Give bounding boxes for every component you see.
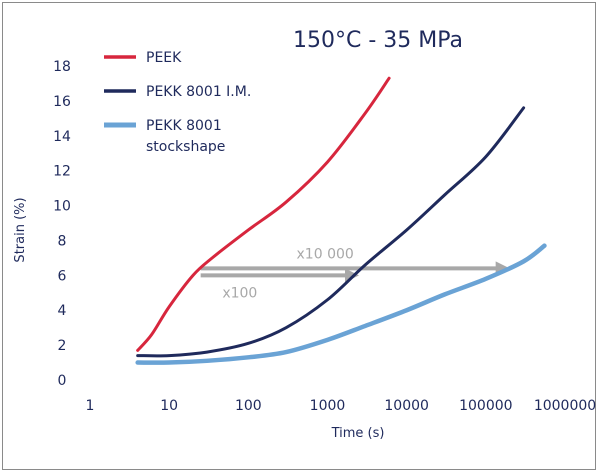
annotation-label: x10 000 [297,246,354,262]
x-tick-labels: 1 10 100 1000 10000 100000 1000000 [86,398,597,414]
x-tick-label: 100000 [459,398,512,414]
y-tick-label: 12 [53,164,71,180]
y-tick-label: 16 [53,94,71,110]
series-lines [135,76,547,365]
x-tick-label: 100 [235,398,262,414]
legend-label: PEEK [146,50,182,66]
legend-label: PEKK 8001 [146,118,222,134]
annotation-arrows: x10 000 x100 [200,246,510,301]
annotation-label: x100 [222,285,257,301]
y-tick-label: 2 [58,338,67,354]
y-tick-label: 0 [58,373,67,389]
x-tick-label: 1 [86,398,95,414]
y-tick-label: 18 [53,59,71,75]
y-tick-label: 4 [58,303,67,319]
legend-label: PEKK 8001 I.M. [146,84,251,100]
series-line [136,106,526,358]
x-tick-label: 1000000 [534,398,596,414]
series-line [136,76,391,352]
x-tick-label: 10000 [384,398,429,414]
x-tick-label: 10 [160,398,178,414]
chart-title: 150°C - 35 MPa [293,28,463,53]
legend: PEEK PEKK 8001 I.M. PEKK 8001 stockshape [104,50,251,155]
x-tick-label: 1000 [310,398,346,414]
y-tick-label: 8 [58,233,67,249]
y-tick-label: 14 [53,129,71,145]
legend-label: stockshape [146,139,225,155]
y-axis-label: Strain (%) [13,197,28,262]
chart-frame [2,2,596,470]
y-tick-label: 6 [58,268,67,284]
y-tick-label: 10 [53,199,71,215]
x-axis-label: Time (s) [331,426,385,441]
y-tick-labels: 0 2 4 6 8 10 12 14 16 18 [53,59,71,389]
series-line [135,243,547,365]
